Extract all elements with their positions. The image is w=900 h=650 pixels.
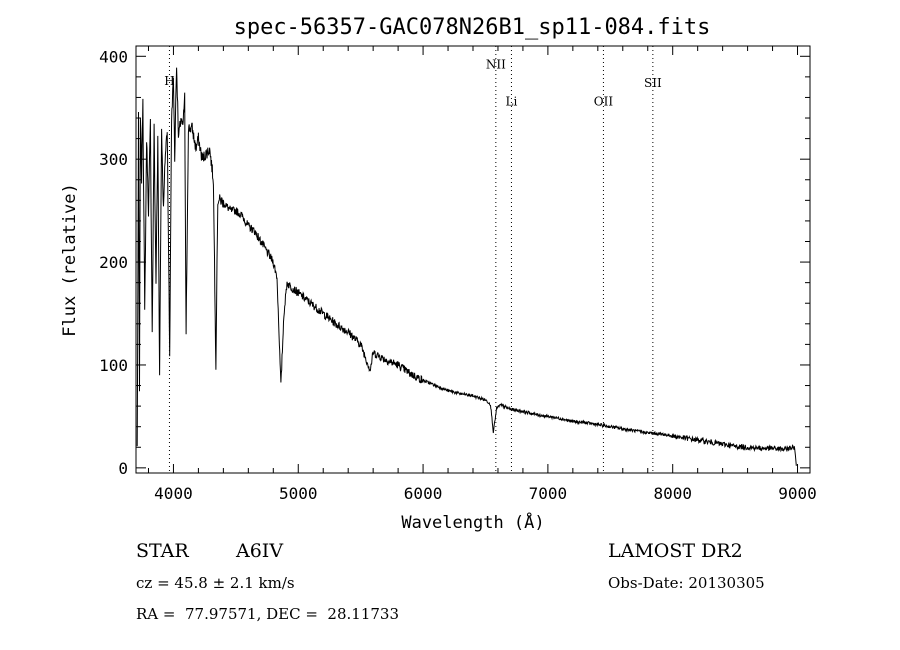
observation-date: Obs-Date: 20130305: [608, 574, 765, 592]
survey-name: LAMOST DR2: [608, 540, 743, 562]
line-marker-label: OII: [594, 95, 614, 109]
line-marker-label: SII: [644, 76, 662, 90]
line-marker-label: NII: [486, 58, 506, 72]
y-tick-label: 100: [99, 356, 128, 375]
x-tick-label: 8000: [653, 484, 692, 503]
object-subclass: A6IV: [236, 540, 284, 562]
x-tick-label: 9000: [778, 484, 817, 503]
y-tick-label: 400: [99, 47, 128, 66]
x-tick-label: 6000: [404, 484, 443, 503]
y-tick-label: 300: [99, 150, 128, 169]
spectrum-line: [136, 67, 797, 466]
y-tick-label: 200: [99, 253, 128, 272]
plot-frame: [135, 45, 811, 474]
redshift-velocity: cz = 45.8 ± 2.1 km/s: [136, 574, 295, 592]
line-marker-label: Li: [506, 95, 518, 109]
x-tick-label: 5000: [279, 484, 318, 503]
spectral-line-markers: H NII Li OII SII: [164, 46, 662, 473]
chart-title: spec-56357-GAC078N26B1_sp11-084.fits: [234, 15, 711, 40]
coordinates: RA = 77.97571, DEC = 28.11733: [136, 605, 400, 623]
y-axis-label: Flux (relative): [60, 183, 80, 337]
x-tick-label: 4000: [154, 484, 193, 503]
x-axis-label: Wavelength (Å): [401, 511, 544, 533]
axis-ticks: 4000 5000 6000 7000 8000 9000 0 100 200 300 400: [99, 46, 817, 503]
line-marker-label: H: [164, 74, 174, 88]
object-type: STAR: [136, 540, 189, 562]
x-tick-label: 7000: [529, 484, 568, 503]
y-tick-label: 0: [118, 459, 128, 478]
